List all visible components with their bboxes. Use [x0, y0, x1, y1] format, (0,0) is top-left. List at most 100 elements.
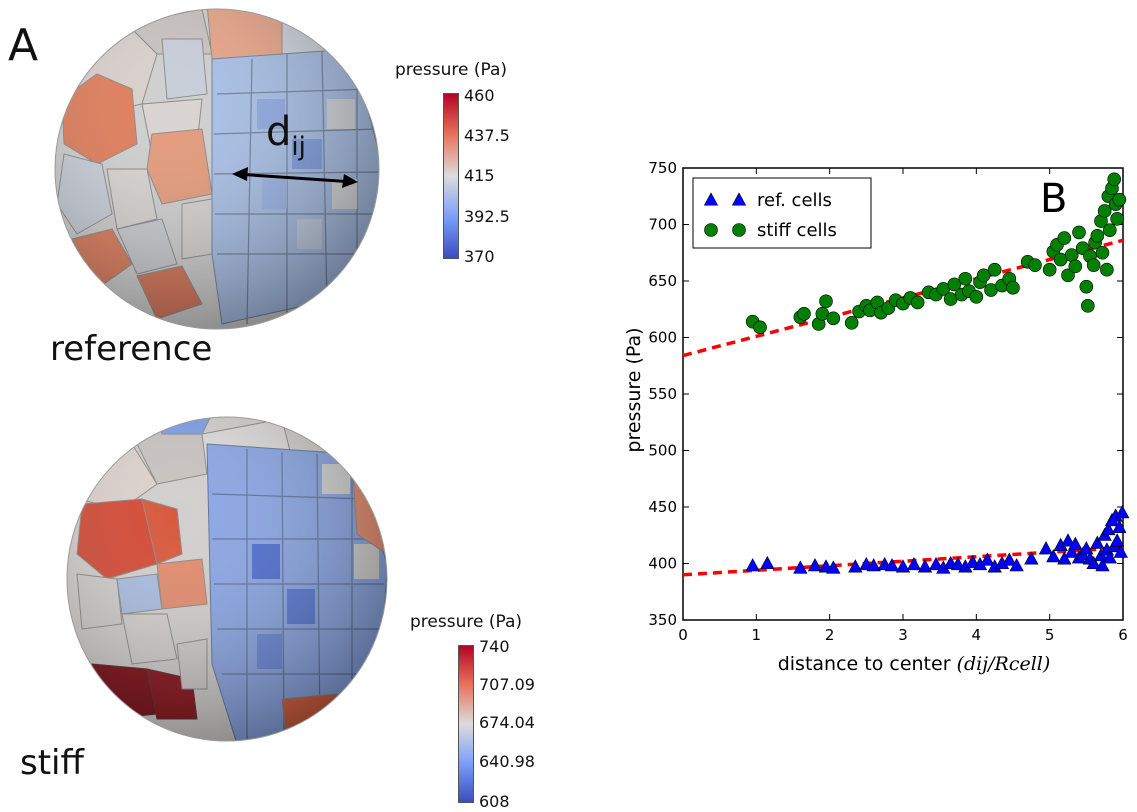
x-axis-label-text: distance to center [778, 653, 957, 675]
stiff-cell-point [976, 268, 991, 283]
ref-cell-point [980, 552, 995, 566]
stiff-cell-point [1110, 212, 1124, 226]
stiff-cell-point [1095, 245, 1110, 260]
stiff-colorbar-tick: 608 [479, 792, 510, 811]
ref-cell-point [1102, 550, 1117, 564]
panel-b-letter: B [1040, 176, 1067, 222]
ref-cell-point [917, 559, 933, 573]
stiff-cell-point [910, 295, 925, 310]
stiff-cell-point [753, 320, 767, 335]
reference-colorbar-tick: 392.5 [464, 207, 510, 226]
legend-label: ref. cells [757, 190, 832, 211]
ref-cell-point [1115, 505, 1130, 519]
stiff-cell-point [1107, 172, 1122, 187]
x-tick-label: 0 [678, 626, 688, 644]
reference-label: reference [50, 329, 213, 369]
ref-cell-point [1109, 533, 1125, 547]
stiff-cell-point [1061, 268, 1075, 283]
ref-cell-point [848, 559, 863, 573]
x-tick-label: 5 [1045, 626, 1055, 644]
ref-cell-point [1113, 544, 1128, 558]
ref-cell-point [884, 558, 900, 572]
stiff-cell-point [1006, 280, 1020, 295]
y-tick-label: 450 [648, 498, 677, 516]
ref-cell-point [1068, 536, 1083, 550]
legend-marker [704, 223, 718, 237]
x-tick-label: 3 [898, 626, 908, 644]
ref-cell-point [1064, 544, 1079, 558]
stiff-cell-point [1086, 258, 1101, 272]
stiff-cell-point [1112, 192, 1127, 207]
y-tick-label: 400 [648, 555, 677, 573]
stiff-cell-point [987, 262, 1002, 277]
stiff-cell-point [958, 271, 973, 286]
ref-cell-point [1057, 551, 1072, 565]
reference-colorbar [443, 93, 459, 259]
stiff-colorbar-tick: 740 [479, 637, 510, 656]
stiff-cell-point [1068, 259, 1083, 274]
legend-label: stiff cells [757, 220, 837, 241]
stiff-sphere-image [66, 416, 388, 742]
stiff-cell-point [1097, 204, 1112, 218]
ref-cell-point [1002, 552, 1017, 566]
stiff-cell-point [1028, 258, 1042, 272]
ref-cell-point [1046, 549, 1061, 563]
ref-cell-point [793, 560, 808, 574]
ref-cell-point [760, 555, 775, 570]
y-tick-label: 600 [648, 329, 677, 347]
stiff-colorbar-title: pressure (Pa) [410, 612, 523, 632]
ref-cell-point [1038, 541, 1054, 555]
stiff-cell-point [1090, 229, 1105, 243]
stiff-cell-point [797, 306, 811, 321]
ref-cell-point [928, 557, 944, 571]
distance-label: dij [266, 112, 306, 160]
stiff-cell-point [1079, 279, 1094, 294]
stiff-cell-point [1057, 231, 1072, 245]
ref-cell-point [1079, 541, 1094, 555]
stiff-cell-point [947, 277, 962, 292]
y-tick-label: 550 [648, 385, 677, 403]
ref-cell-point [1090, 535, 1105, 549]
reference-colorbar-tick: 437.5 [464, 126, 510, 145]
x-axis-label-math: (dij/Rcell) [957, 653, 1051, 675]
ref-cell-point [906, 557, 922, 571]
legend-marker [703, 192, 719, 206]
ref-cell-point [1009, 558, 1024, 572]
x-axis-label: distance to center (dij/Rcell) [778, 653, 1051, 675]
distance-arrow [232, 167, 358, 188]
ref-cell-point [1095, 558, 1110, 572]
ref-cell-point [866, 558, 881, 572]
ref-cell-point [1086, 555, 1101, 570]
stiff-cell-point [826, 311, 841, 326]
reference-sphere-image [54, 8, 380, 330]
ref-cell-point [745, 558, 760, 572]
ref-cell-point [895, 559, 911, 573]
y-tick-label: 500 [648, 442, 677, 460]
reference-colorbar-tick: 415 [464, 166, 495, 185]
distance-label-subscript: ij [291, 132, 306, 162]
ref-cell-point [1024, 551, 1039, 565]
legend-marker [731, 192, 747, 206]
ref-cell-point [826, 560, 841, 574]
reference-colorbar-tick: 460 [464, 86, 495, 105]
reference-colorbar-title: pressure (Pa) [395, 60, 508, 80]
y-tick-label: 750 [648, 159, 677, 177]
ref-cell-point [1060, 533, 1076, 547]
x-tick-label: 2 [825, 626, 835, 644]
stiff-cell-point [969, 290, 984, 304]
y-tick-label: 700 [648, 216, 677, 234]
y-axis-label: pressure (Pa) [623, 327, 645, 452]
stiff-colorbar-tick: 674.04 [479, 713, 535, 732]
stiff-cell-point [1064, 248, 1079, 262]
pressure-chart: 0 1 2 3 4 5 6 350 400 450 500 550 600 650 700 750 ref. … [623, 159, 1130, 675]
ref-cell-point [1112, 519, 1127, 533]
legend-box [692, 177, 872, 249]
stiff-label: stiff [20, 743, 84, 783]
ref-cell-point [807, 558, 823, 572]
panel-a-letter: A [8, 20, 39, 71]
stiff-colorbar-tick: 640.98 [479, 752, 535, 771]
y-tick-label: 350 [648, 611, 677, 629]
ref-cell-point [1101, 521, 1116, 536]
stiff-cell-point [819, 294, 833, 309]
stiff-cell-point [1100, 262, 1114, 277]
